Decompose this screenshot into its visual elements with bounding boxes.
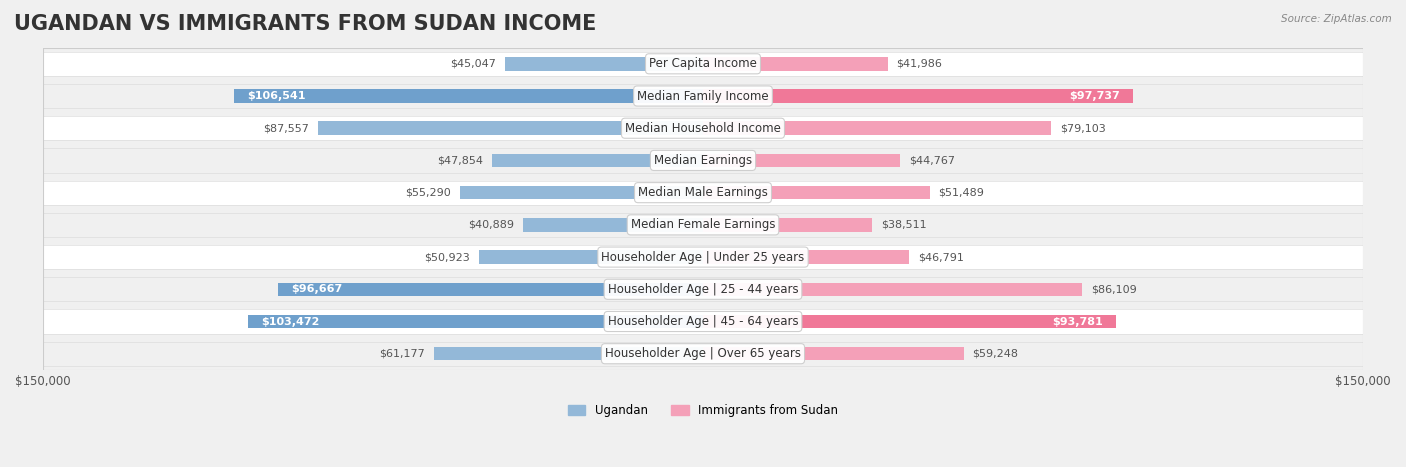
Text: $47,854: $47,854 (437, 156, 484, 165)
Text: Householder Age | 25 - 44 years: Householder Age | 25 - 44 years (607, 283, 799, 296)
Bar (703, 154, 900, 167)
Text: $44,767: $44,767 (908, 156, 955, 165)
Bar (703, 186, 929, 199)
Text: $59,248: $59,248 (973, 349, 1018, 359)
Text: $87,557: $87,557 (263, 123, 309, 133)
Text: Median Male Earnings: Median Male Earnings (638, 186, 768, 199)
Text: Householder Age | Under 25 years: Householder Age | Under 25 years (602, 251, 804, 263)
Text: $38,511: $38,511 (882, 220, 927, 230)
Text: Median Female Earnings: Median Female Earnings (631, 219, 775, 231)
Text: $55,290: $55,290 (405, 188, 451, 198)
Bar (42, 116, 1364, 140)
Bar (492, 154, 703, 167)
Text: Householder Age | 45 - 64 years: Householder Age | 45 - 64 years (607, 315, 799, 328)
Text: Householder Age | Over 65 years: Householder Age | Over 65 years (605, 347, 801, 360)
Bar (703, 250, 908, 264)
Bar (703, 283, 1083, 296)
Text: $103,472: $103,472 (260, 317, 319, 326)
Bar (42, 245, 1364, 269)
Bar (42, 342, 1364, 366)
Text: $97,737: $97,737 (1069, 91, 1121, 101)
Bar (42, 84, 1364, 108)
Text: Source: ZipAtlas.com: Source: ZipAtlas.com (1281, 14, 1392, 24)
Text: $46,791: $46,791 (918, 252, 963, 262)
Text: $41,986: $41,986 (897, 59, 942, 69)
Bar (42, 52, 1364, 76)
Bar (523, 218, 703, 232)
Text: $51,489: $51,489 (938, 188, 984, 198)
Text: $61,177: $61,177 (380, 349, 425, 359)
Bar (42, 310, 1364, 333)
Bar (318, 121, 703, 135)
Bar (247, 315, 703, 328)
Bar (505, 57, 703, 71)
Text: $50,923: $50,923 (425, 252, 470, 262)
Text: UGANDAN VS IMMIGRANTS FROM SUDAN INCOME: UGANDAN VS IMMIGRANTS FROM SUDAN INCOME (14, 14, 596, 34)
Text: $86,109: $86,109 (1091, 284, 1136, 294)
Text: Per Capita Income: Per Capita Income (650, 57, 756, 71)
Bar (703, 57, 887, 71)
Bar (42, 181, 1364, 205)
Bar (277, 283, 703, 296)
Bar (460, 186, 703, 199)
Bar (479, 250, 703, 264)
Text: $93,781: $93,781 (1052, 317, 1102, 326)
Bar (433, 347, 703, 361)
Bar (233, 89, 703, 103)
Bar (703, 347, 963, 361)
Text: $45,047: $45,047 (450, 59, 496, 69)
Text: Median Family Income: Median Family Income (637, 90, 769, 103)
Bar (42, 149, 1364, 172)
Bar (703, 315, 1116, 328)
Text: $40,889: $40,889 (468, 220, 515, 230)
Bar (42, 277, 1364, 301)
Text: Median Household Income: Median Household Income (626, 122, 780, 134)
Legend: Ugandan, Immigrants from Sudan: Ugandan, Immigrants from Sudan (562, 399, 844, 422)
Bar (42, 213, 1364, 237)
Bar (703, 121, 1052, 135)
Text: $96,667: $96,667 (291, 284, 342, 294)
Text: $79,103: $79,103 (1060, 123, 1105, 133)
Bar (703, 218, 873, 232)
Text: Median Earnings: Median Earnings (654, 154, 752, 167)
Text: $106,541: $106,541 (247, 91, 305, 101)
Bar (703, 89, 1133, 103)
